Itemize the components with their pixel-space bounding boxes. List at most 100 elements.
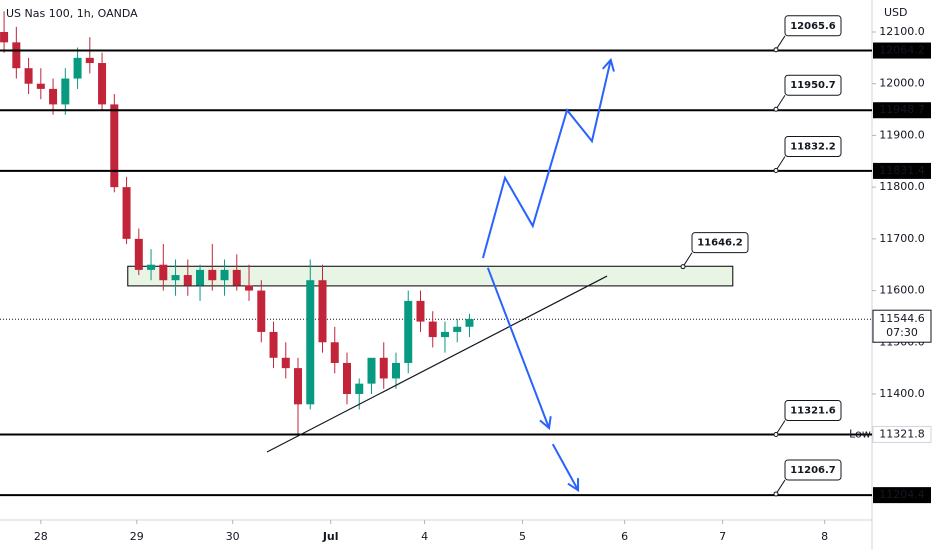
y-tick-label: 11900.0 (879, 128, 925, 141)
x-tick-label: 7 (719, 530, 726, 543)
candle-body (61, 78, 70, 105)
candle-body (257, 290, 266, 332)
candle-body (440, 331, 449, 338)
x-tick-label: 8 (821, 530, 828, 543)
candle-body (306, 280, 315, 405)
price-tag-label: 11948.7 (879, 103, 925, 116)
x-tick-label: 28 (34, 530, 48, 543)
candle-body (232, 269, 241, 286)
price-tag-label: 11831.4 (879, 164, 925, 177)
callout-box (784, 135, 842, 157)
low-tag-value: 11321.8 (879, 427, 925, 440)
callout-anchor (773, 47, 779, 53)
candle-body (183, 275, 192, 286)
callout-leader (775, 35, 786, 51)
candle-body (73, 57, 82, 79)
candle-body (245, 285, 254, 291)
candle-body (220, 269, 229, 281)
price-tag (873, 162, 931, 179)
chart-title: US Nas 100, 1h, OANDA (6, 7, 138, 20)
candle-body (85, 57, 94, 64)
y-tick-label: 12100.0 (879, 25, 925, 38)
callout-label: 11950.7 (790, 80, 836, 91)
callout-label: 11321.6 (790, 406, 836, 417)
candle-body (404, 300, 413, 363)
callout-leader (682, 252, 693, 267)
arrow-head (539, 416, 552, 431)
x-tick-label: 6 (621, 530, 628, 543)
x-tick-label: 4 (421, 530, 428, 543)
callout-box (784, 74, 842, 96)
candle-body (122, 187, 131, 239)
candle-body (416, 300, 425, 322)
candle-body (367, 357, 376, 384)
y-tick-label: 12000.0 (879, 77, 925, 90)
candle-body (465, 319, 474, 327)
y-tick-label: 11400.0 (879, 387, 925, 400)
callout-box (784, 400, 842, 422)
projection-path (551, 443, 579, 491)
x-tick-label: Jul (322, 530, 339, 543)
candle-body (330, 342, 339, 363)
callout-leader (775, 420, 786, 435)
price-tag (873, 487, 931, 504)
callout-anchor (773, 491, 779, 497)
x-tick-label: 29 (130, 530, 144, 543)
callout-label: 11206.7 (790, 465, 836, 476)
callout-label: 11646.2 (697, 238, 743, 249)
y-tick-label: 11800.0 (879, 180, 925, 193)
callout-leader (775, 94, 786, 110)
candle-body (281, 357, 290, 369)
candle-body (36, 83, 45, 89)
candle-body (343, 362, 352, 394)
price-tag (873, 102, 931, 119)
callout-box (691, 232, 749, 254)
low-tag (872, 425, 932, 443)
candle-body (110, 104, 119, 188)
candle-body (49, 88, 58, 105)
y-axis-label: USD (884, 6, 908, 19)
candle-body (208, 269, 217, 281)
y-tick-label: 11700.0 (879, 232, 925, 245)
callout-leader (775, 156, 786, 171)
candle-body (171, 275, 180, 281)
candle-body (24, 68, 33, 84)
y-tick-label: 11600.0 (879, 284, 925, 297)
plot (0, 11, 872, 497)
arrow-head (602, 57, 615, 72)
x-tick-label: 30 (226, 530, 240, 543)
candle-body (12, 42, 21, 69)
x-tick-label: 5 (519, 530, 526, 543)
candle-body (453, 326, 462, 332)
candle-body (294, 368, 303, 405)
price-tag (873, 42, 931, 59)
current-price-label: 11544.6 (879, 312, 925, 325)
candle-body (318, 280, 327, 343)
callout-anchor (680, 264, 686, 270)
trendline (266, 275, 608, 453)
candle-body (147, 264, 156, 270)
candle-body (134, 238, 143, 270)
projection-path (481, 59, 612, 259)
callout-anchor (773, 167, 779, 173)
zone (127, 265, 734, 287)
price-tag-label: 12064.2 (879, 44, 925, 57)
candle-body (269, 331, 278, 358)
callout-box (784, 459, 842, 481)
candle-body (355, 383, 364, 394)
candle-body (391, 362, 400, 379)
candle-body (159, 264, 168, 281)
arrow-head (567, 478, 580, 492)
callout-label: 11832.2 (790, 141, 836, 152)
current-price-time: 07:30 (886, 326, 918, 339)
callout-label: 12065.6 (790, 21, 836, 32)
callout-box (784, 15, 842, 37)
callout-leader (775, 479, 786, 495)
projection-path (486, 267, 551, 429)
candle-body (379, 357, 388, 379)
low-tag-label: Low (849, 427, 871, 440)
candle-body (196, 269, 205, 286)
current-price-tag (872, 309, 932, 343)
callout-anchor (773, 106, 779, 112)
